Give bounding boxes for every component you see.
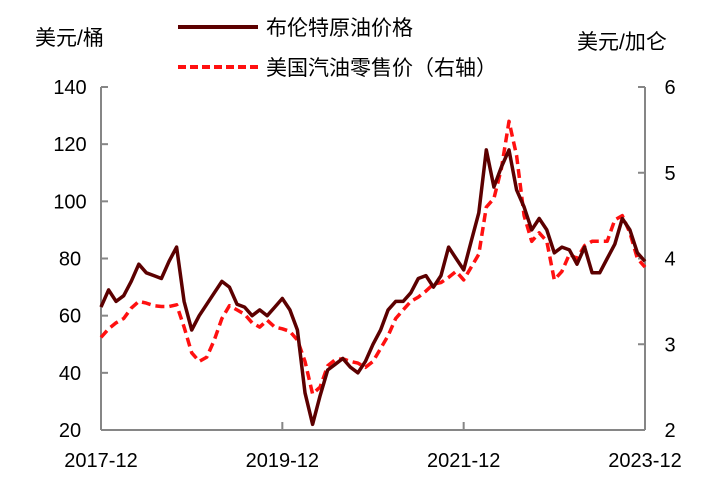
right-y-tick-label: 4 [664,249,675,271]
x-tick-label: 2017-12 [64,450,137,472]
right-axis-unit: 美元/加仑 [577,31,667,54]
solid-line-swatch-icon [178,25,258,29]
plot-series [99,119,647,427]
right-y-tick-label: 2 [664,420,675,442]
legend-item-brent: 布伦特原油价格 [178,12,413,42]
left-y-tick-label: 140 [53,77,86,99]
right-y-tick-label: 6 [664,77,675,99]
left-y-tick-label: 80 [59,249,81,271]
axes: 20 40 60 80 100 120 140 2 3 4 5 6 2017-12 2019-12 2021… [53,77,681,472]
dashed-line-swatch-icon [178,65,258,69]
left-axis-unit: 美元/桶 [35,27,104,50]
left-y-tick-label: 60 [59,306,81,328]
legend-label: 美国汽油零售价（右轴） [266,57,497,80]
left-y-tick-label: 20 [59,420,81,442]
gasoline-price-line [99,119,647,396]
brent-price-line [99,148,647,427]
right-y-tick-label: 3 [664,334,675,356]
left-y-tick-label: 100 [53,191,86,213]
legend-item-gasoline: 美国汽油零售价（右轴） [178,52,497,82]
legend-label: 布伦特原油价格 [266,17,413,40]
x-tick-label: 2023-12 [608,450,681,472]
right-y-tick-label: 5 [664,163,675,185]
x-tick-label: 2019-12 [246,450,319,472]
left-y-tick-label: 40 [59,363,81,385]
left-y-tick-label: 120 [53,134,86,156]
x-tick-label: 2021-12 [427,450,500,472]
